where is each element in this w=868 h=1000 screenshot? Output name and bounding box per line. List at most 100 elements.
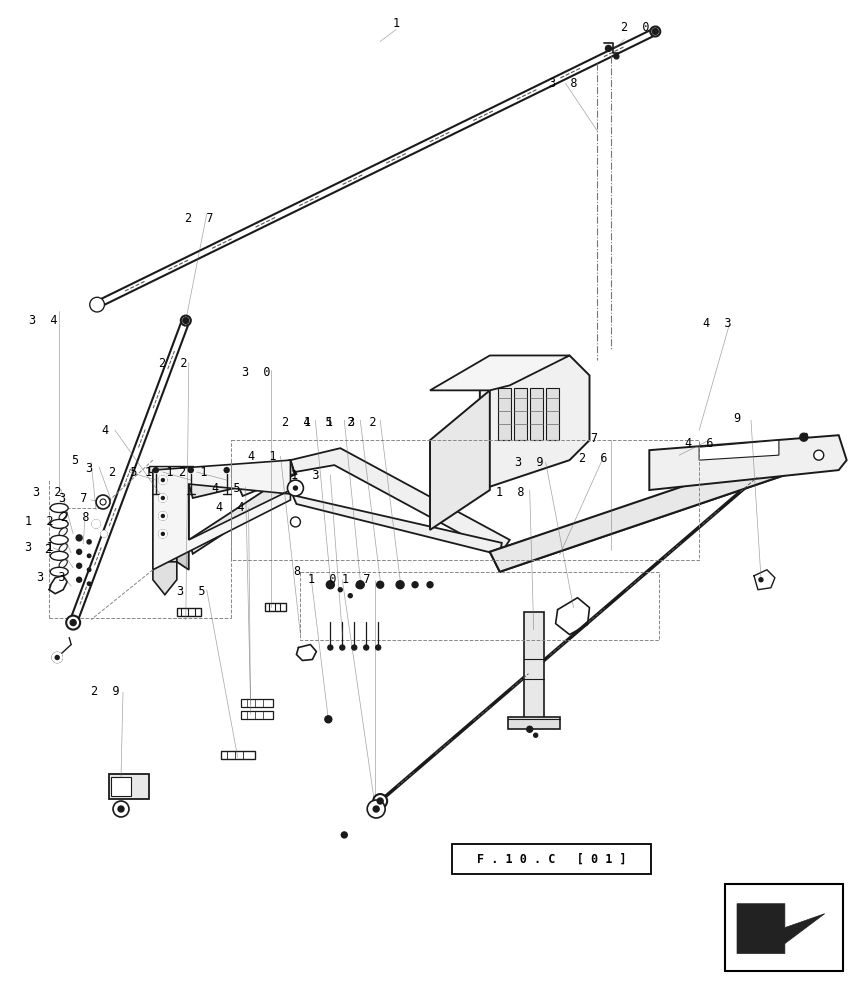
- Circle shape: [88, 582, 91, 585]
- Polygon shape: [430, 355, 569, 390]
- Circle shape: [373, 806, 379, 812]
- Circle shape: [52, 653, 62, 662]
- Text: 5: 5: [71, 454, 79, 467]
- Circle shape: [76, 535, 82, 541]
- Circle shape: [96, 495, 110, 509]
- Polygon shape: [377, 433, 807, 805]
- Circle shape: [287, 480, 304, 496]
- Text: 2  8: 2 8: [61, 511, 89, 524]
- Circle shape: [181, 316, 191, 326]
- Text: 2  6: 2 6: [579, 452, 608, 465]
- Text: 1  2: 1 2: [25, 515, 54, 528]
- Text: 2  9: 2 9: [91, 685, 119, 698]
- Circle shape: [90, 298, 104, 312]
- Polygon shape: [220, 751, 254, 759]
- Text: 1: 1: [392, 17, 399, 30]
- Text: 2: 2: [43, 543, 51, 556]
- Bar: [725, 884, 843, 971]
- Polygon shape: [188, 476, 291, 554]
- Polygon shape: [288, 482, 502, 555]
- Text: 3  4: 3 4: [29, 314, 57, 327]
- Circle shape: [159, 494, 167, 502]
- Polygon shape: [265, 603, 286, 611]
- Ellipse shape: [59, 528, 68, 536]
- Circle shape: [534, 733, 537, 737]
- Polygon shape: [188, 460, 294, 498]
- Circle shape: [87, 540, 91, 544]
- Circle shape: [606, 45, 611, 51]
- Circle shape: [113, 801, 129, 817]
- Text: 9: 9: [733, 412, 740, 425]
- Text: 4: 4: [102, 424, 108, 437]
- Circle shape: [293, 486, 298, 490]
- Circle shape: [76, 549, 82, 554]
- Circle shape: [527, 726, 533, 732]
- Polygon shape: [240, 711, 273, 719]
- Text: 2  1: 2 1: [179, 466, 207, 479]
- Circle shape: [161, 497, 164, 500]
- Circle shape: [373, 794, 387, 808]
- Circle shape: [159, 512, 167, 520]
- Circle shape: [326, 581, 334, 589]
- Circle shape: [76, 577, 82, 582]
- Polygon shape: [177, 608, 201, 616]
- Polygon shape: [111, 777, 131, 796]
- Text: 3  5: 3 5: [176, 585, 205, 598]
- Circle shape: [154, 468, 158, 473]
- Circle shape: [159, 512, 167, 520]
- Text: 3  2: 3 2: [348, 416, 377, 429]
- Polygon shape: [514, 388, 527, 440]
- Circle shape: [88, 554, 91, 558]
- Circle shape: [159, 476, 167, 484]
- Ellipse shape: [59, 544, 68, 552]
- Polygon shape: [240, 699, 273, 707]
- Circle shape: [799, 433, 808, 441]
- Text: 7: 7: [590, 432, 597, 445]
- Ellipse shape: [50, 535, 69, 544]
- Circle shape: [614, 54, 619, 59]
- Text: 3  3: 3 3: [37, 571, 65, 584]
- Text: 1  3: 1 3: [291, 469, 319, 482]
- Polygon shape: [508, 717, 560, 729]
- Circle shape: [427, 582, 433, 588]
- Text: 3: 3: [86, 462, 93, 475]
- Polygon shape: [291, 448, 510, 555]
- Text: 8: 8: [293, 565, 300, 578]
- Circle shape: [56, 656, 59, 659]
- Polygon shape: [649, 435, 846, 490]
- Circle shape: [650, 27, 661, 36]
- Circle shape: [159, 530, 167, 538]
- Ellipse shape: [50, 503, 69, 512]
- Polygon shape: [153, 460, 291, 570]
- Circle shape: [161, 479, 164, 482]
- Circle shape: [66, 616, 80, 630]
- Text: 3  9: 3 9: [516, 456, 544, 469]
- Circle shape: [88, 568, 91, 572]
- Polygon shape: [109, 774, 149, 799]
- Text: 2  4: 2 4: [282, 416, 311, 429]
- Ellipse shape: [59, 512, 68, 520]
- Circle shape: [348, 594, 352, 598]
- Text: F . 1 0 . C   [ 0 1 ]: F . 1 0 . C [ 0 1 ]: [477, 852, 627, 865]
- Circle shape: [352, 645, 357, 650]
- Circle shape: [159, 476, 167, 484]
- Bar: [452, 844, 651, 874]
- Polygon shape: [490, 440, 832, 572]
- Text: 3  7: 3 7: [59, 492, 88, 505]
- Polygon shape: [699, 440, 779, 460]
- Circle shape: [101, 531, 107, 537]
- Text: 3  2: 3 2: [33, 486, 62, 499]
- Circle shape: [412, 582, 418, 588]
- Circle shape: [100, 499, 106, 505]
- Polygon shape: [737, 904, 825, 954]
- Text: 2  0: 2 0: [621, 21, 649, 34]
- Circle shape: [92, 520, 100, 528]
- Circle shape: [92, 520, 100, 528]
- Text: 1  7: 1 7: [342, 573, 371, 586]
- Ellipse shape: [50, 567, 69, 576]
- Circle shape: [224, 468, 229, 473]
- Circle shape: [377, 581, 384, 588]
- Circle shape: [325, 716, 332, 723]
- Circle shape: [52, 653, 62, 662]
- Polygon shape: [529, 388, 542, 440]
